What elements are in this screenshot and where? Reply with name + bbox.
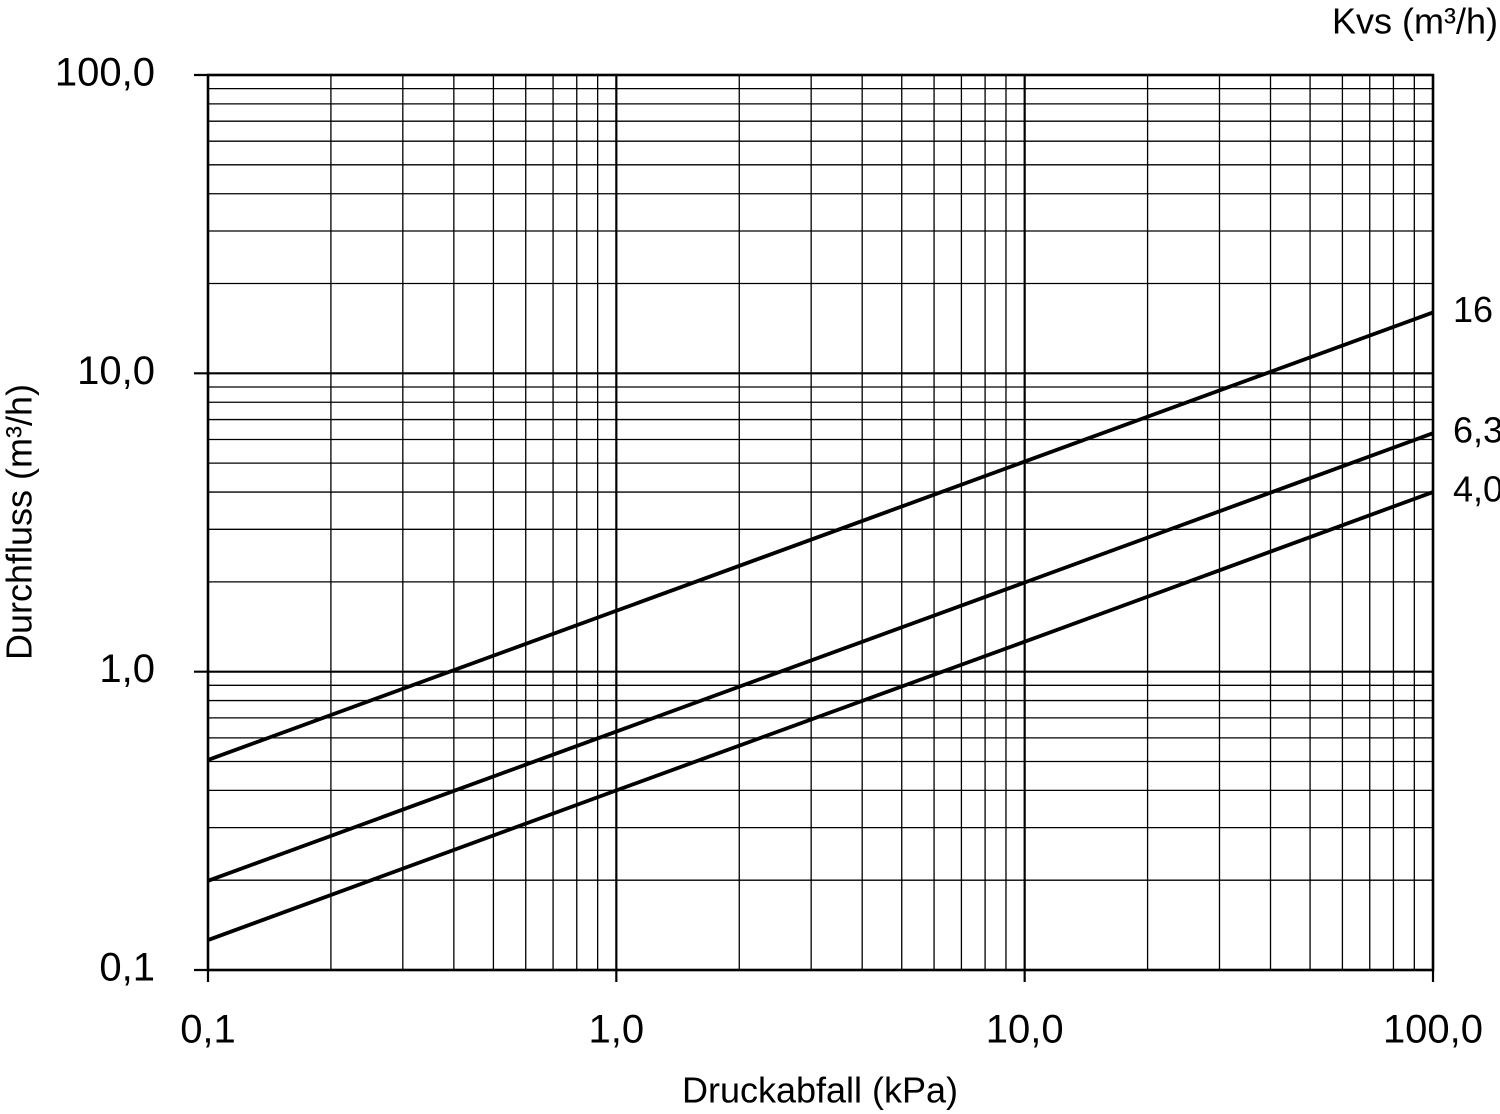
x-axis-label: Druckabfall (kPa) <box>682 1070 958 1111</box>
x-tick-label: 1,0 <box>589 1008 645 1052</box>
series-line <box>207 431 1434 883</box>
y-tick-label: 100,0 <box>55 51 155 95</box>
y-tick-label: 10,0 <box>77 349 155 393</box>
y-tick-label: 0,1 <box>99 946 155 990</box>
series-label: 4,0 <box>1453 469 1500 510</box>
x-tick-label: 10,0 <box>986 1008 1064 1052</box>
series-label: 6,3 <box>1453 410 1500 451</box>
series-line <box>207 310 1434 762</box>
y-tick-label: 1,0 <box>99 647 155 691</box>
plot-frame <box>206 73 1435 972</box>
x-tick-label: 100,0 <box>1383 1008 1483 1052</box>
series-line <box>207 490 1434 942</box>
legend-title: Kvs (m³/h) <box>1332 1 1498 42</box>
x-tick-label: 0,1 <box>180 1008 236 1052</box>
y-axis-label: Durchfluss (m³/h) <box>0 384 40 660</box>
series-label: 16 <box>1453 289 1493 330</box>
